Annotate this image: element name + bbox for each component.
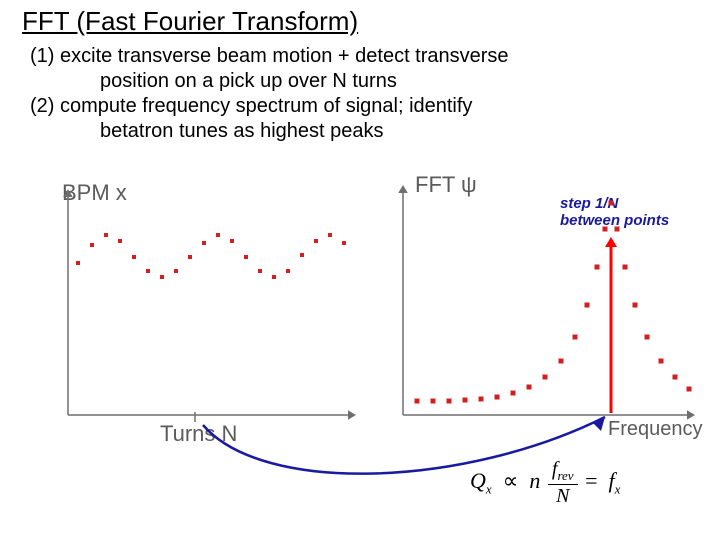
formula-fraction: frev N: [548, 458, 578, 508]
formula-eq: =: [585, 468, 597, 493]
formula-fx-sub: x: [615, 481, 621, 496]
formula: Qx ∝ n frev N = fx: [470, 458, 620, 508]
formula-Q: Q: [470, 468, 486, 493]
slide: FFT (Fast Fourier Transform) (1) excite …: [0, 0, 720, 540]
formula-n: n: [529, 468, 540, 493]
formula-prop: ∝: [503, 468, 519, 493]
formula-N-den: N: [548, 485, 578, 508]
formula-frev-sub: rev: [557, 468, 573, 483]
formula-Qx-sub: x: [486, 481, 492, 496]
